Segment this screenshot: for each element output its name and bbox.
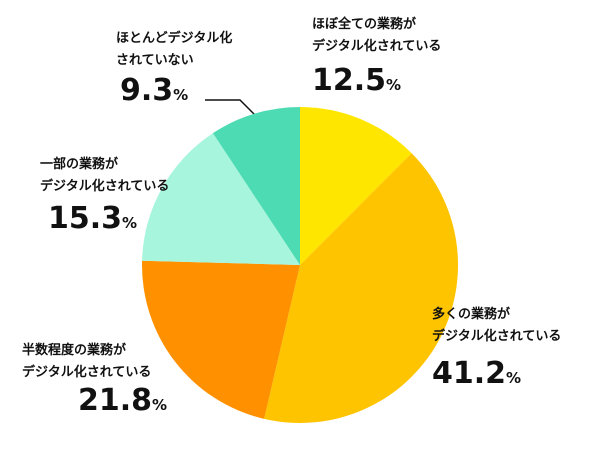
pie-slice <box>300 107 412 265</box>
leader-line <box>205 99 259 119</box>
category-label: 一部の業務がデジタル化されている <box>40 156 169 194</box>
value-label: 12.5% <box>312 63 401 98</box>
pie-slice <box>142 133 300 265</box>
value-label: 9.3% <box>120 73 188 108</box>
category-label: ほとんどデジタル化されていない <box>116 30 232 68</box>
value-label: 15.3% <box>48 201 137 236</box>
value-label: 21.8% <box>78 383 167 418</box>
pie-slice <box>212 107 300 265</box>
category-label: 多くの業務がデジタル化されている <box>432 306 561 344</box>
category-label: 半数程度の業務がデジタル化されている <box>22 342 151 380</box>
pie-slice <box>142 260 300 419</box>
value-label: 41.2% <box>432 356 521 391</box>
category-label: ほぼ全ての業務がデジタル化されている <box>312 16 441 54</box>
pie-slice <box>264 153 459 424</box>
